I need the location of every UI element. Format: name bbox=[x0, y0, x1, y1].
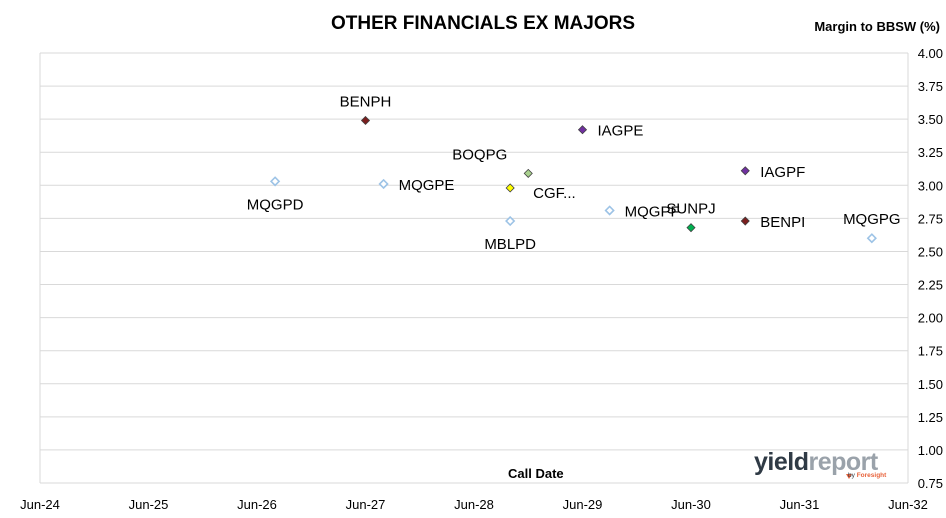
y-tick-label: 3.75 bbox=[918, 79, 943, 94]
x-tick-label: Jun-30 bbox=[671, 497, 711, 512]
data-point bbox=[523, 168, 533, 178]
data-point bbox=[378, 178, 389, 190]
y-tick-label: 3.00 bbox=[918, 178, 943, 193]
y-tick-label: 1.25 bbox=[918, 410, 943, 425]
data-label: MQGPF bbox=[625, 203, 680, 220]
yieldreport-logo: yieldreport by Foresight bbox=[754, 448, 904, 484]
data-label: MQGPE bbox=[399, 177, 455, 194]
x-tick-label: Jun-31 bbox=[780, 497, 820, 512]
data-label: MQGPG bbox=[843, 211, 901, 228]
x-tick-label: Jun-25 bbox=[129, 497, 169, 512]
x-tick-label: Jun-32 bbox=[888, 497, 928, 512]
y-tick-label: 1.50 bbox=[918, 377, 943, 392]
y-tick-label: 1.00 bbox=[918, 443, 943, 458]
x-tick-label: Jun-26 bbox=[237, 497, 277, 512]
x-tick-label: Jun-28 bbox=[454, 497, 494, 512]
data-point bbox=[577, 125, 588, 135]
data-label: BOQPG bbox=[452, 146, 507, 163]
y-tick-label: 1.75 bbox=[918, 344, 943, 359]
y-tick-label: 2.25 bbox=[918, 278, 943, 293]
data-label: IAGPF bbox=[760, 164, 805, 181]
data-point bbox=[269, 176, 281, 187]
data-point bbox=[686, 223, 696, 233]
data-label: IAGPE bbox=[598, 123, 644, 140]
x-tick-label: Jun-24 bbox=[20, 497, 60, 512]
y-tick-label: 2.00 bbox=[918, 311, 943, 326]
data-label: SUNPJ bbox=[666, 201, 715, 218]
data-label: BENPH bbox=[340, 93, 392, 110]
data-point bbox=[505, 183, 515, 193]
y-tick-label: 2.75 bbox=[918, 211, 943, 226]
data-label: CGF... bbox=[533, 185, 576, 202]
logo-wordmark: yieldreport bbox=[754, 448, 878, 476]
data-point bbox=[866, 233, 877, 244]
x-tick-label: Jun-29 bbox=[563, 497, 603, 512]
data-point bbox=[740, 166, 750, 176]
data-label: MBLPD bbox=[484, 236, 536, 253]
data-point bbox=[505, 215, 516, 227]
logo-wedge-icon bbox=[846, 474, 852, 479]
data-point bbox=[604, 205, 615, 216]
x-tick-label: Jun-27 bbox=[346, 497, 386, 512]
y-tick-label: 0.75 bbox=[918, 476, 943, 491]
chart-title: OTHER FINANCIALS EX MAJORS bbox=[330, 13, 636, 34]
data-point bbox=[740, 216, 750, 226]
data-point bbox=[360, 115, 371, 126]
x-axis-label: Call Date bbox=[508, 466, 564, 481]
data-label: BENPI bbox=[760, 214, 805, 231]
logo-byline: by Foresight bbox=[848, 472, 887, 479]
y-tick-label: 3.25 bbox=[918, 145, 943, 160]
data-label: MQGPD bbox=[247, 196, 304, 213]
y-tick-label: 4.00 bbox=[918, 46, 943, 61]
y-axis-label: Margin to BBSW (%) bbox=[814, 19, 940, 34]
y-tick-label: 3.50 bbox=[918, 112, 943, 127]
y-tick-label: 2.50 bbox=[918, 244, 943, 259]
